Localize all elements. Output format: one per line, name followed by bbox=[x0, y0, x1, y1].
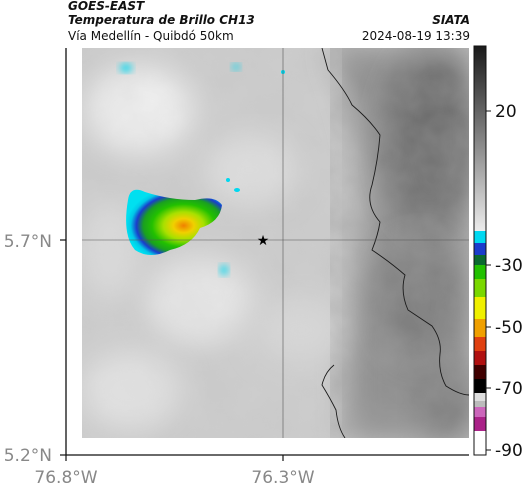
lat-label: 5.2°N bbox=[4, 446, 52, 466]
lat-label: 5.7°N bbox=[4, 232, 52, 252]
colorbar: 20 -30 -50 -70 -90 bbox=[473, 45, 523, 461]
colorbar-tick-label: -30 bbox=[495, 256, 523, 276]
colorbar-tick-label: 20 bbox=[495, 102, 517, 122]
datetime-label: 2024-08-19 13:39 bbox=[361, 29, 470, 43]
star-marker-icon: ★ bbox=[257, 233, 270, 249]
colorbar-tick-label: -70 bbox=[495, 379, 523, 399]
satellite-title: GOES-EAST bbox=[68, 0, 145, 13]
route-subtitle: Vía Medellín - Quibdó 50km bbox=[68, 29, 234, 43]
colorbar-tick-label: -50 bbox=[495, 318, 523, 338]
lon-label: 76.3°W bbox=[251, 468, 314, 488]
lon-label: 76.8°W bbox=[34, 468, 97, 488]
storm-cell bbox=[126, 189, 222, 255]
product-title: Temperatura de Brillo CH13 bbox=[68, 13, 255, 27]
satellite-image bbox=[82, 48, 469, 438]
border-line bbox=[321, 48, 469, 396]
agency-label: SIATA bbox=[432, 13, 470, 27]
colorbar-tick-label: -90 bbox=[495, 441, 523, 461]
river-line bbox=[321, 364, 346, 438]
